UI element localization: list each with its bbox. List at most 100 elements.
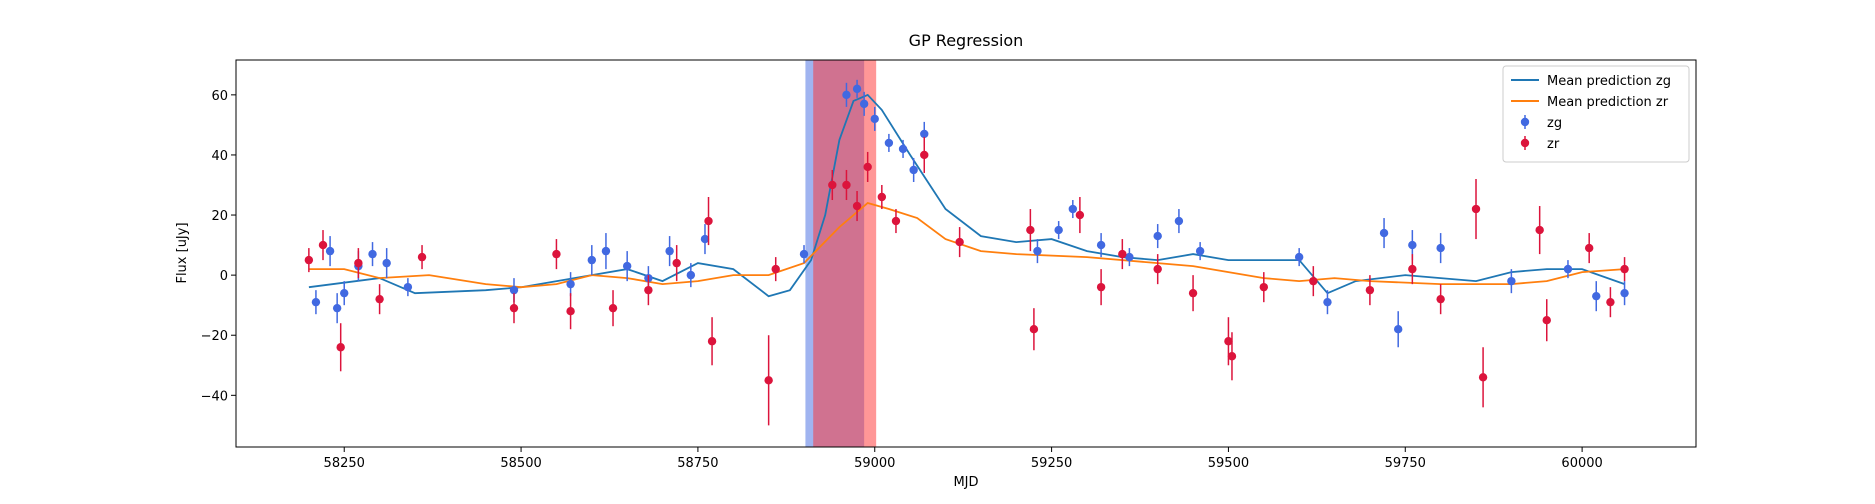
data-point <box>644 275 653 306</box>
marker <box>601 246 611 256</box>
highlight-span <box>813 60 877 447</box>
marker <box>1125 252 1134 262</box>
data-point <box>828 169 837 201</box>
y-tick-label: 60 <box>211 89 228 104</box>
marker <box>1259 282 1269 292</box>
marker <box>799 249 809 259</box>
marker <box>417 252 427 262</box>
marker <box>1535 225 1544 235</box>
marker <box>859 99 869 109</box>
data-point <box>1365 275 1375 306</box>
marker <box>332 303 342 313</box>
marker <box>1294 252 1304 262</box>
marker <box>1309 276 1318 286</box>
data-point <box>1471 178 1481 240</box>
data-point <box>1174 209 1184 234</box>
data-point <box>1188 275 1198 312</box>
data-point <box>1125 248 1134 267</box>
marker <box>1471 204 1481 214</box>
marker <box>1436 243 1445 253</box>
x-tick-label: 59750 <box>1385 456 1426 471</box>
marker <box>828 180 837 190</box>
data-point <box>1620 257 1629 282</box>
y-tick-label: 20 <box>211 209 228 224</box>
marker <box>1620 264 1629 274</box>
marker <box>1096 240 1106 250</box>
x-tick-label: 60000 <box>1561 456 1602 471</box>
data-point <box>1118 239 1127 270</box>
marker <box>955 237 964 247</box>
data-point <box>898 139 908 158</box>
legend-label: Mean prediction zr <box>1547 95 1669 110</box>
data-point <box>863 151 872 182</box>
marker <box>622 261 632 271</box>
marker <box>707 337 717 346</box>
data-point <box>304 248 314 273</box>
marker <box>1118 249 1127 259</box>
data-point <box>1294 248 1304 267</box>
data-point <box>1478 347 1488 408</box>
legend-label: zr <box>1547 137 1560 152</box>
marker <box>1408 264 1417 274</box>
marker <box>1227 352 1237 361</box>
marker <box>1068 204 1078 214</box>
marker <box>920 129 929 139</box>
x-tick-label: 58750 <box>677 456 718 471</box>
data-point <box>1563 260 1573 279</box>
legend-box <box>1502 65 1690 163</box>
legend-label: zg <box>1547 116 1562 131</box>
marker <box>608 303 618 313</box>
data-point <box>1153 254 1162 285</box>
marker <box>764 376 773 385</box>
marker <box>1224 337 1233 346</box>
marker <box>1584 243 1594 253</box>
marker <box>403 282 413 292</box>
data-point <box>870 106 879 131</box>
marker <box>566 279 575 289</box>
y-axis-label: Flux [uJy] <box>175 222 190 283</box>
marker <box>1365 285 1375 295</box>
marker <box>1153 231 1162 241</box>
marker <box>891 216 901 226</box>
data-point <box>877 184 887 210</box>
y-tick-label: −40 <box>201 389 228 404</box>
marker <box>1054 225 1063 235</box>
data-point <box>1309 266 1318 297</box>
data-point <box>707 317 717 366</box>
marker <box>1393 325 1403 334</box>
y-tick-label: 0 <box>220 269 228 284</box>
data-point <box>1620 281 1629 306</box>
marker <box>1408 240 1417 250</box>
data-point <box>852 79 862 98</box>
marker <box>1542 316 1551 325</box>
marker <box>566 306 575 316</box>
data-point <box>764 335 773 426</box>
marker <box>311 297 321 307</box>
y-tick-label: 40 <box>211 149 228 164</box>
marker <box>1379 228 1389 238</box>
legend: Mean prediction zg Mean prediction zr zg zr <box>1502 65 1690 163</box>
data-point <box>509 293 519 324</box>
data-point <box>332 293 342 324</box>
data-point <box>686 263 696 288</box>
marker <box>1195 246 1205 256</box>
marker <box>1323 297 1332 307</box>
data-point <box>417 245 427 270</box>
marker <box>863 162 872 172</box>
data-point <box>601 233 611 270</box>
data-point <box>799 245 809 264</box>
data-point <box>566 293 575 330</box>
data-point <box>884 133 894 152</box>
data-point <box>368 242 377 267</box>
data-point <box>891 209 901 234</box>
marker <box>1606 297 1615 307</box>
marker <box>898 144 908 154</box>
x-tick-label: 59250 <box>1031 456 1072 471</box>
marker <box>552 249 561 259</box>
data-point <box>1096 233 1106 258</box>
marker <box>852 84 862 94</box>
data-point <box>1542 299 1551 342</box>
data-point <box>1584 233 1594 264</box>
data-point <box>1096 269 1106 306</box>
data-point <box>1029 308 1039 351</box>
